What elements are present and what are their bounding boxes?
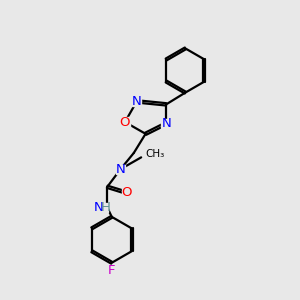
Bar [122, 188, 131, 197]
Bar [120, 117, 130, 127]
Text: H: H [101, 201, 111, 214]
Bar [107, 266, 116, 274]
Text: O: O [121, 186, 132, 199]
Bar [161, 119, 171, 128]
Text: N: N [116, 163, 125, 176]
Text: CH₃: CH₃ [146, 149, 165, 159]
Text: N: N [132, 95, 142, 108]
Bar [116, 165, 125, 174]
Text: F: F [108, 264, 116, 277]
Text: O: O [120, 116, 130, 128]
Text: N: N [161, 117, 171, 130]
Bar [94, 203, 108, 212]
Text: N: N [94, 201, 103, 214]
Bar [132, 97, 142, 106]
